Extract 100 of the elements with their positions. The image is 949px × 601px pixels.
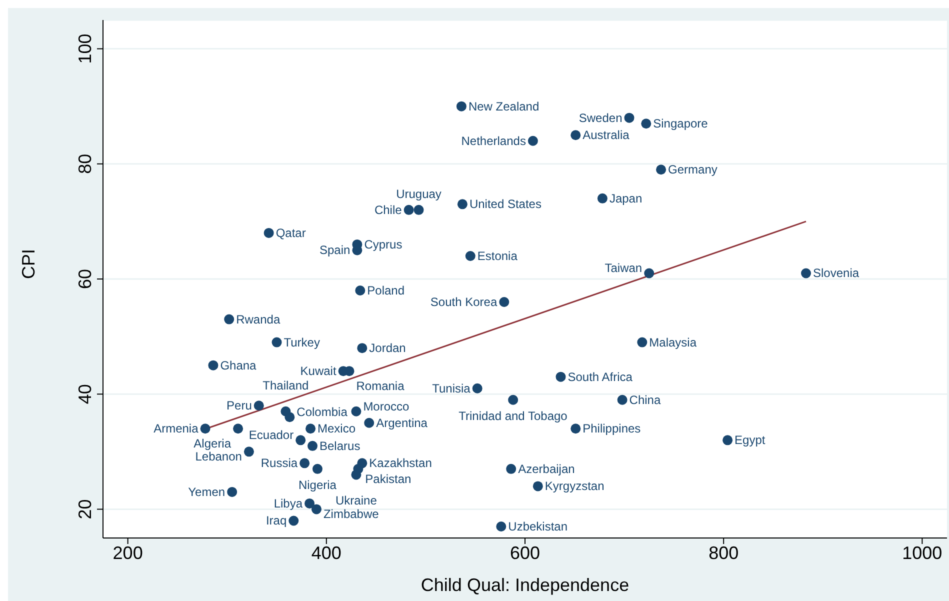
x-tick-label: 200 (112, 542, 143, 563)
y-tick-label: 40 (75, 384, 95, 404)
y-tick-label: 60 (75, 268, 95, 290)
point (506, 464, 516, 474)
point (254, 400, 264, 411)
point (617, 394, 628, 405)
annotation: Yemen (188, 484, 226, 499)
point (244, 446, 254, 457)
annotation: Malaysia (649, 335, 697, 350)
annotation: Netherlands (461, 134, 526, 148)
y-axis-title: CPI (18, 248, 38, 279)
x-tick-label: 1000 (902, 542, 942, 563)
point (472, 383, 482, 394)
point (364, 418, 374, 428)
annotation: Germany (668, 162, 718, 177)
point (637, 337, 648, 348)
x-tick-label: 400 (311, 542, 342, 563)
annotation: Morocco (363, 399, 410, 414)
point (801, 268, 811, 278)
point (227, 486, 238, 497)
annotation: Libya (274, 496, 303, 510)
point (312, 464, 322, 474)
annotation: Thailand (262, 378, 309, 392)
annotation: Colombia (296, 405, 348, 420)
annotation: Tunisia (432, 381, 471, 396)
annotation: Spain (320, 243, 350, 258)
y-tick-label: 80 (75, 154, 95, 174)
y-tick-label: 20 (75, 499, 95, 520)
annotation: Zimbabwe (323, 507, 380, 522)
point (351, 470, 362, 480)
point (499, 297, 510, 308)
point (357, 343, 368, 354)
point (528, 136, 538, 146)
annotation: Jordan (369, 341, 406, 356)
point (264, 228, 274, 238)
annotation: Lebanon (195, 450, 242, 464)
annotation: Rwanda (236, 312, 280, 326)
annotation: Ukraine (336, 494, 378, 508)
point (296, 435, 306, 446)
annotation: Poland (367, 284, 405, 298)
annotation: Ecuador (248, 428, 294, 442)
annotation: Uzbekistan (508, 519, 568, 534)
annotation: Peru (226, 398, 252, 413)
point (300, 458, 310, 468)
annotation: South Africa (568, 370, 633, 384)
point (457, 199, 468, 210)
annotation: Qatar (276, 226, 306, 240)
point (414, 204, 424, 215)
point (304, 498, 315, 508)
annotation: Armenia (154, 422, 199, 436)
annotation: Iraq (266, 514, 287, 528)
annotation: Argentina (376, 416, 428, 430)
point (404, 204, 414, 215)
annotation: Singapore (653, 116, 708, 131)
point (570, 424, 581, 434)
point (570, 130, 581, 140)
annotation: Russia (260, 456, 298, 470)
point (556, 372, 566, 382)
point (308, 440, 318, 451)
point (624, 112, 634, 123)
point (641, 118, 652, 129)
point (288, 516, 299, 526)
annotation: China (629, 392, 661, 407)
annotation: Australia (582, 128, 630, 142)
annotation: South Korea (430, 295, 498, 310)
annotation: Estonia (477, 248, 518, 263)
annotation: Taiwan (604, 261, 642, 276)
point (200, 424, 210, 434)
point (722, 435, 733, 446)
annotation: Chile (374, 202, 402, 217)
annotation: Ghana (220, 358, 257, 372)
annotation: Algeria (194, 436, 232, 451)
point (306, 424, 316, 434)
annotation: Cyprus (364, 237, 402, 252)
annotation: Romania (356, 379, 405, 394)
annotation: Mexico (318, 422, 356, 436)
annotation: Slovenia (813, 266, 860, 280)
x-tick-label: 600 (510, 542, 540, 563)
point (284, 412, 295, 422)
point (465, 250, 476, 261)
annotation: Kyrgyzstan (544, 479, 604, 494)
point (597, 193, 608, 204)
point (656, 164, 666, 175)
annotation: Turkey (284, 335, 320, 350)
point (496, 521, 506, 532)
point (355, 286, 366, 296)
point (351, 406, 362, 416)
x-axis-title: Child Qual: Independence (420, 575, 630, 595)
point (233, 424, 244, 434)
annotation: Pakistan (365, 472, 412, 486)
point (532, 481, 543, 492)
annotation: Sweden (578, 110, 622, 125)
annotation: Azerbaijan (518, 462, 575, 476)
point (224, 314, 234, 324)
annotation: Trinidad and Tobago (458, 408, 568, 423)
point (208, 360, 218, 370)
annotation: United States (469, 197, 542, 212)
annotation: Kuwait (300, 364, 337, 378)
annotation: Nigeria (298, 478, 337, 492)
point (311, 504, 322, 514)
